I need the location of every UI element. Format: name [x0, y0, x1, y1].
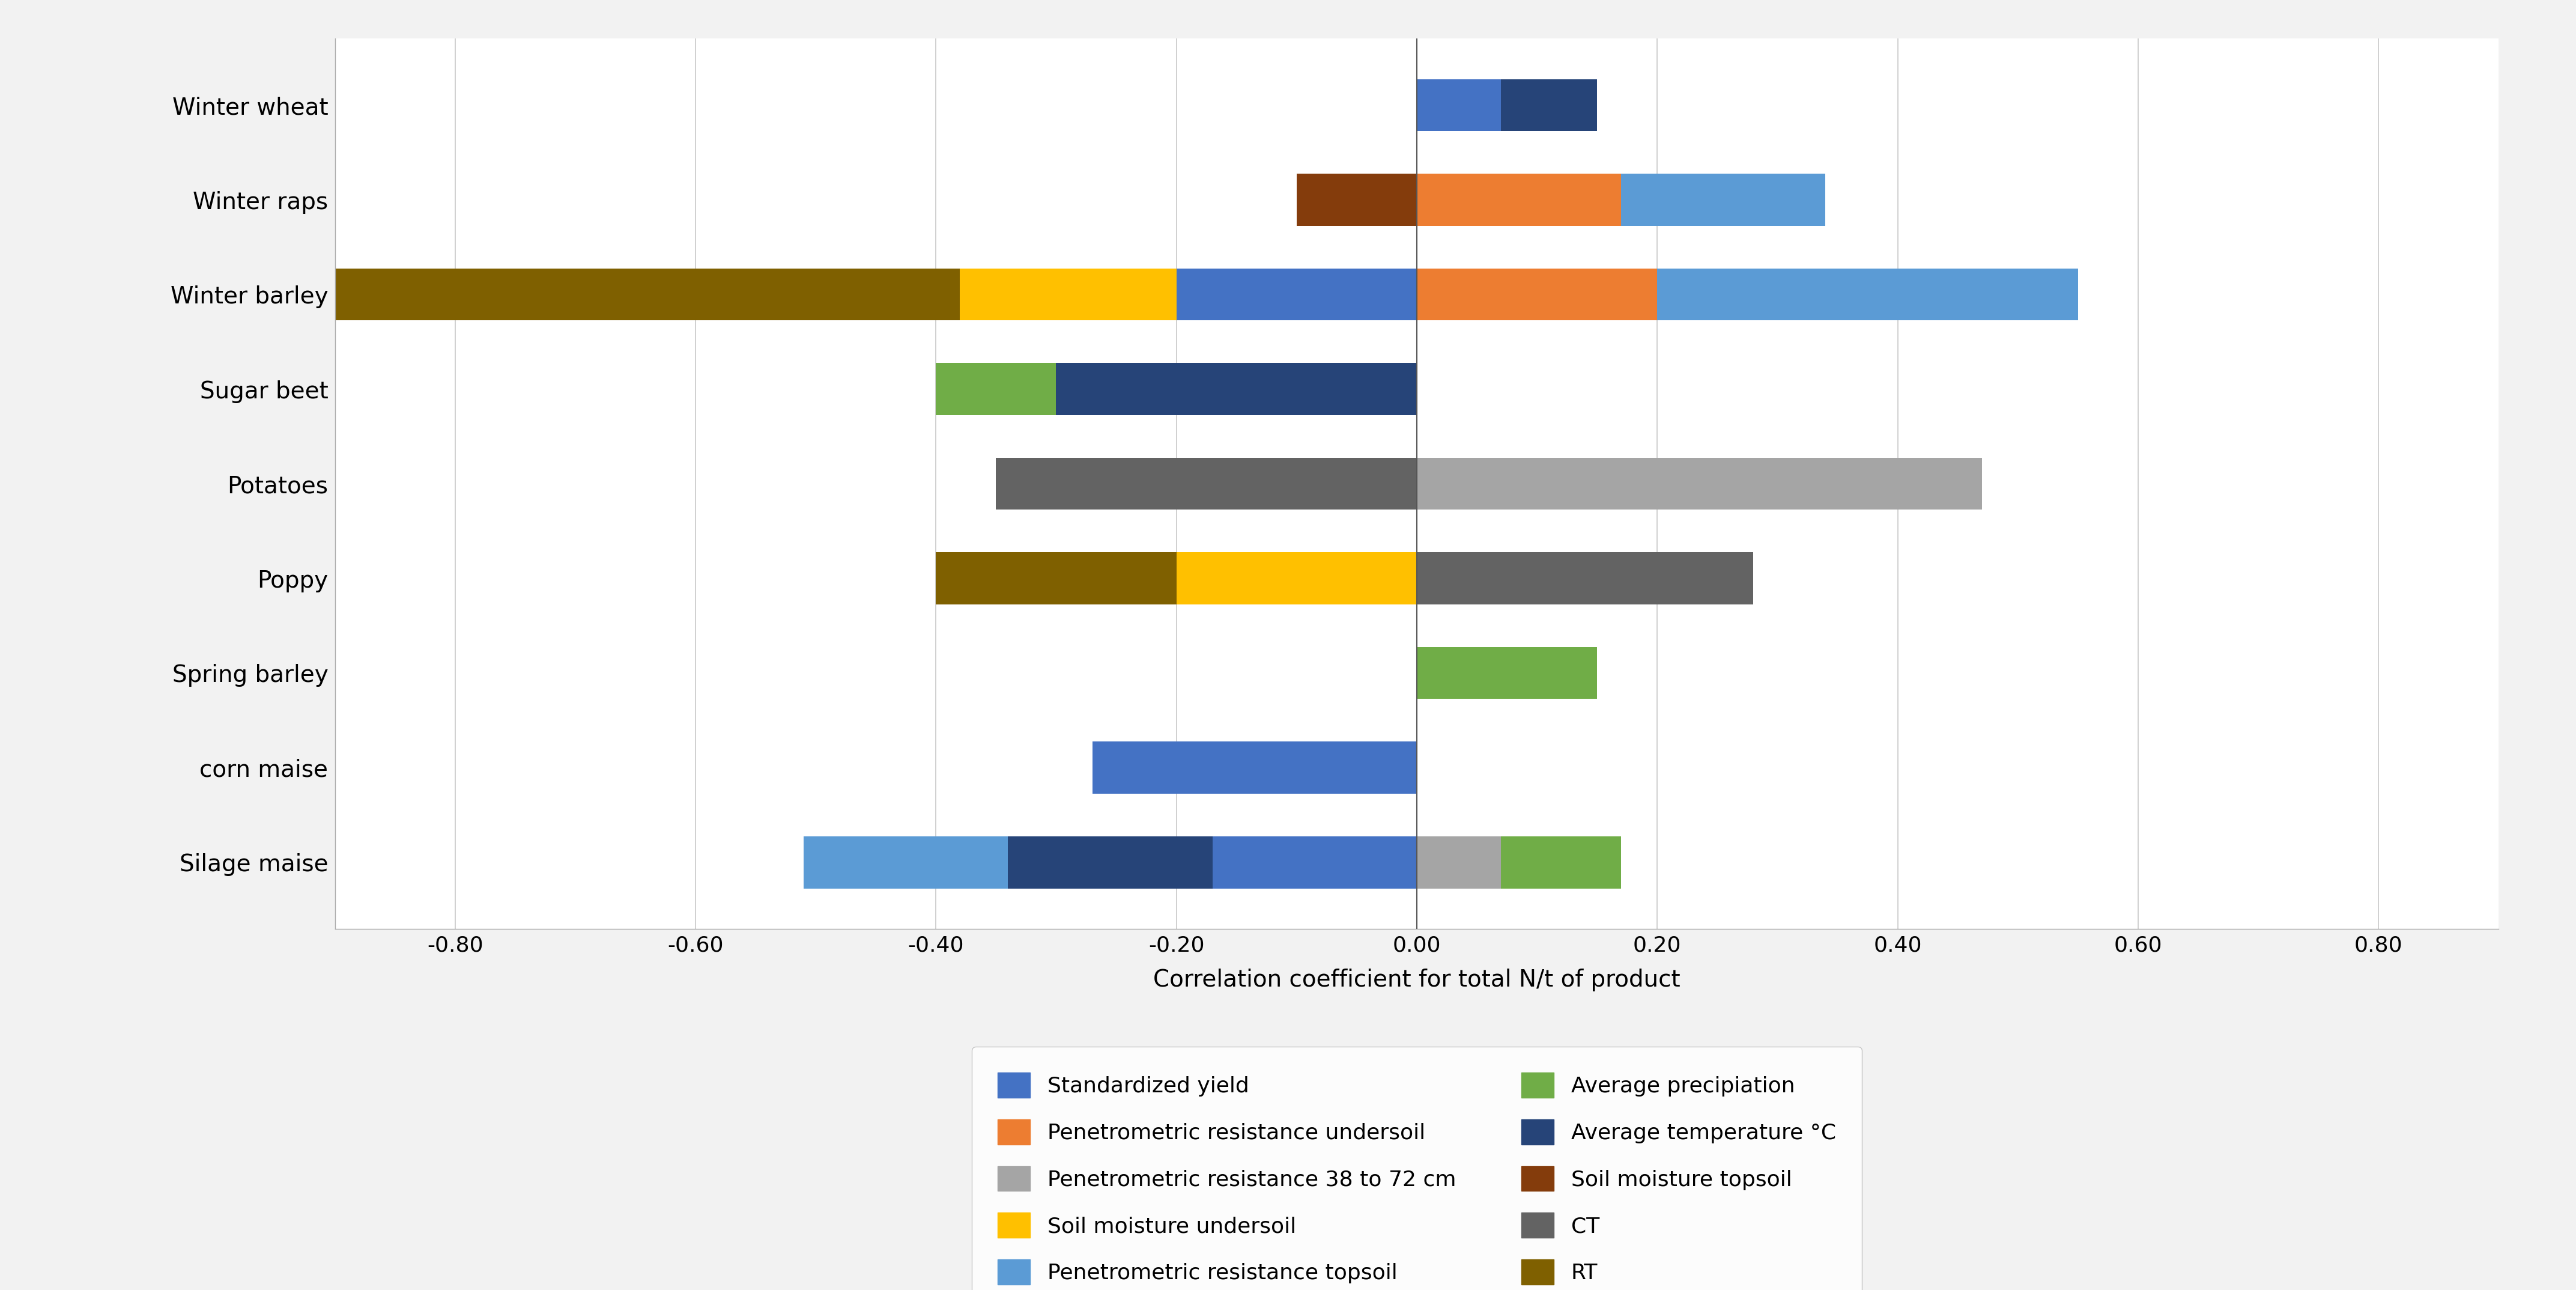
Legend: Standardized yield, Penetrometric resistance undersoil, Penetrometric resistance: Standardized yield, Penetrometric resist…	[971, 1046, 1862, 1290]
X-axis label: Correlation coefficient for total N/t of product: Correlation coefficient for total N/t of…	[1154, 969, 1680, 991]
Bar	[1502, 836, 1620, 889]
Bar	[1213, 836, 1417, 889]
Bar	[1417, 648, 1597, 699]
Bar	[935, 362, 1056, 415]
Bar	[1417, 268, 1656, 320]
Bar	[997, 458, 1417, 510]
Bar	[1177, 268, 1417, 320]
Bar	[935, 552, 1177, 605]
Bar	[1620, 174, 1826, 226]
Bar	[804, 836, 1007, 889]
Bar	[1092, 742, 1417, 793]
Bar	[1417, 174, 1620, 226]
Bar	[1417, 836, 1502, 889]
Bar	[95, 268, 961, 320]
Bar	[1417, 458, 1981, 510]
Bar	[1296, 174, 1417, 226]
Bar	[1502, 79, 1597, 132]
Bar	[1417, 552, 1754, 605]
Bar	[1656, 268, 2079, 320]
Bar	[1056, 362, 1417, 415]
Bar	[1007, 836, 1213, 889]
Bar	[1177, 552, 1417, 605]
Bar	[961, 268, 1177, 320]
Bar	[1417, 79, 1502, 132]
